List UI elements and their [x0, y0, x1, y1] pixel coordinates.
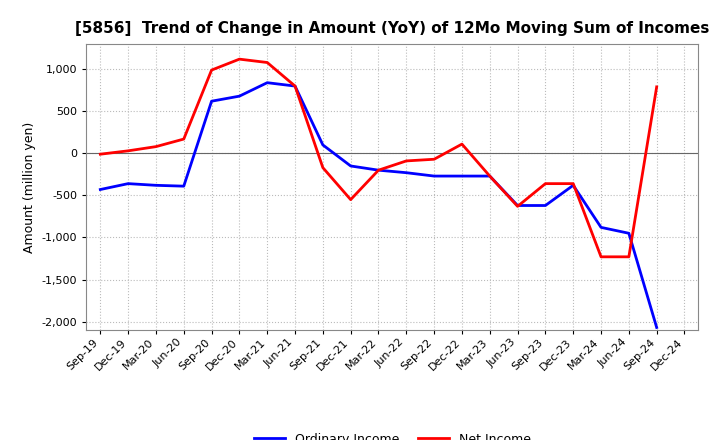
Net Income [652, 84, 661, 90]
Net Income [597, 254, 606, 260]
Ordinary Income [124, 181, 132, 186]
Y-axis label: Amount (million yen): Amount (million yen) [23, 121, 36, 253]
Ordinary Income [513, 203, 522, 208]
Ordinary Income [569, 183, 577, 188]
Line: Ordinary Income: Ordinary Income [100, 83, 657, 327]
Net Income [179, 136, 188, 142]
Net Income [318, 165, 327, 170]
Ordinary Income [430, 173, 438, 179]
Ordinary Income [652, 325, 661, 330]
Net Income [402, 158, 410, 164]
Ordinary Income [235, 94, 243, 99]
Net Income [485, 173, 494, 179]
Ordinary Income [179, 183, 188, 189]
Ordinary Income [597, 225, 606, 230]
Net Income [569, 181, 577, 186]
Ordinary Income [458, 173, 467, 179]
Net Income [430, 157, 438, 162]
Net Income [458, 141, 467, 147]
Net Income [235, 56, 243, 62]
Net Income [513, 204, 522, 209]
Ordinary Income [207, 99, 216, 104]
Ordinary Income [624, 231, 633, 236]
Title: [5856]  Trend of Change in Amount (YoY) of 12Mo Moving Sum of Incomes: [5856] Trend of Change in Amount (YoY) o… [75, 21, 710, 36]
Net Income [541, 181, 550, 186]
Net Income [346, 197, 355, 202]
Ordinary Income [485, 173, 494, 179]
Legend: Ordinary Income, Net Income: Ordinary Income, Net Income [248, 428, 536, 440]
Net Income [124, 148, 132, 154]
Net Income [152, 144, 161, 149]
Net Income [263, 60, 271, 65]
Ordinary Income [374, 168, 383, 173]
Ordinary Income [541, 203, 550, 208]
Ordinary Income [318, 142, 327, 147]
Net Income [207, 67, 216, 73]
Net Income [291, 84, 300, 89]
Ordinary Income [346, 163, 355, 169]
Line: Net Income: Net Income [100, 59, 657, 257]
Ordinary Income [152, 183, 161, 188]
Ordinary Income [96, 187, 104, 192]
Net Income [374, 168, 383, 173]
Net Income [96, 151, 104, 157]
Ordinary Income [402, 170, 410, 175]
Net Income [624, 254, 633, 260]
Ordinary Income [291, 84, 300, 89]
Ordinary Income [263, 80, 271, 85]
